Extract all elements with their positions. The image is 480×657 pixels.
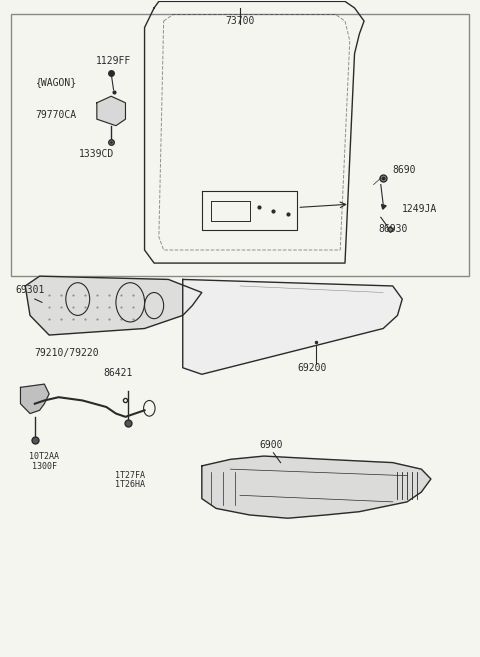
Text: 1T27FA: 1T27FA [115,470,145,480]
Polygon shape [183,279,402,374]
Text: 1129FF: 1129FF [96,56,131,66]
Text: 1249JA: 1249JA [402,204,437,214]
Text: 1339CD: 1339CD [79,149,114,159]
Text: 6900: 6900 [259,440,283,449]
Text: 10T2AA: 10T2AA [29,452,60,461]
Text: 1300F: 1300F [32,462,57,471]
Polygon shape [97,97,125,125]
Polygon shape [25,276,202,335]
Polygon shape [21,384,49,413]
Text: 73700: 73700 [225,16,255,26]
Text: 79770CA: 79770CA [36,110,77,120]
Text: 79210/79220: 79210/79220 [35,348,99,358]
Text: 1T26HA: 1T26HA [115,480,145,489]
Text: 86421: 86421 [104,368,133,378]
Text: 69301: 69301 [16,284,45,294]
Text: 69200: 69200 [297,363,326,373]
Text: 8690: 8690 [393,165,416,175]
Text: {WAGON}: {WAGON} [36,77,77,87]
Polygon shape [202,456,431,518]
Text: 86930: 86930 [378,223,408,234]
Bar [11,14,469,276]
